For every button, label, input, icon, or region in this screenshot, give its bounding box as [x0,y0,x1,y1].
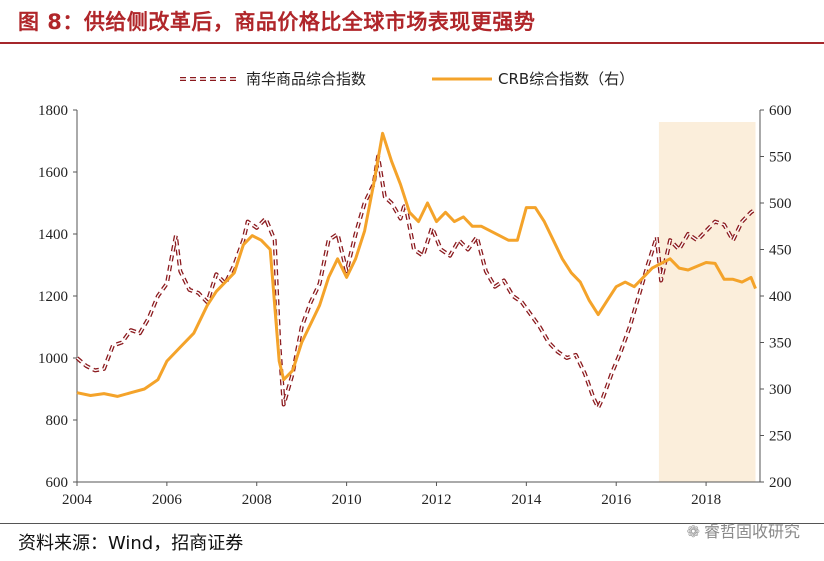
y-left-tick-label: 1800 [38,103,68,119]
title-rule [0,42,824,44]
highlight-region [658,122,756,482]
y-right-tick-label: 350 [769,336,792,352]
y-right-tick-label: 200 [769,475,792,491]
legend-item-nanhua-label: 南华商品综合指数 [246,70,366,88]
watermark: ❁ 睿哲固收研究 [687,518,800,542]
x-tick-label: 2010 [332,492,362,508]
wechat-icon: ❁ [686,522,700,541]
y-left-tick-label: 1600 [38,165,68,181]
y-left-tick-label: 1200 [38,289,68,305]
y-right-tick-label: 450 [769,243,792,259]
x-tick-label: 2006 [152,492,183,508]
y-right-tick-label: 400 [769,289,792,305]
x-tick-label: 2016 [601,492,632,508]
x-tick-label: 2014 [511,492,542,508]
x-tick-label: 2008 [242,492,272,508]
watermark-text: 睿哲固收研究 [703,522,800,541]
x-tick-label: 2012 [421,492,451,508]
y-right-tick-label: 300 [769,382,792,398]
y-left-tick-label: 600 [46,475,69,491]
nanhua-index-line-inner [76,155,756,409]
figure-title: 图 8：供给侧改革后，商品价格比全球市场表现更强势 [18,10,536,34]
nanhua-index-line [75,154,757,410]
source-rule [0,523,824,524]
plot-axes: 600 800 1000 1200 1400 1600 1800 200 250 300 350 40… [38,103,792,508]
y-left-tick-label: 800 [46,413,69,429]
x-tick-label: 2004 [62,492,93,508]
series-layer [75,131,757,410]
y-left-tick-label: 1400 [38,227,68,243]
y-right-tick-label: 600 [769,103,792,119]
crb-index-line [76,131,757,398]
y-right-tick-label: 550 [769,150,792,166]
y-right-tick-label: 250 [769,429,792,445]
chart-legend: 南华商品综合指数 CRB综合指数（右） [180,70,634,88]
x-tick-label: 2018 [691,492,721,508]
legend-item-crb-label: CRB综合指数（右） [498,70,634,88]
y-right-tick-label: 500 [769,196,792,212]
y-left-tick-label: 1000 [38,351,68,367]
source-note: 资料来源：Wind，招商证券 [18,533,244,554]
